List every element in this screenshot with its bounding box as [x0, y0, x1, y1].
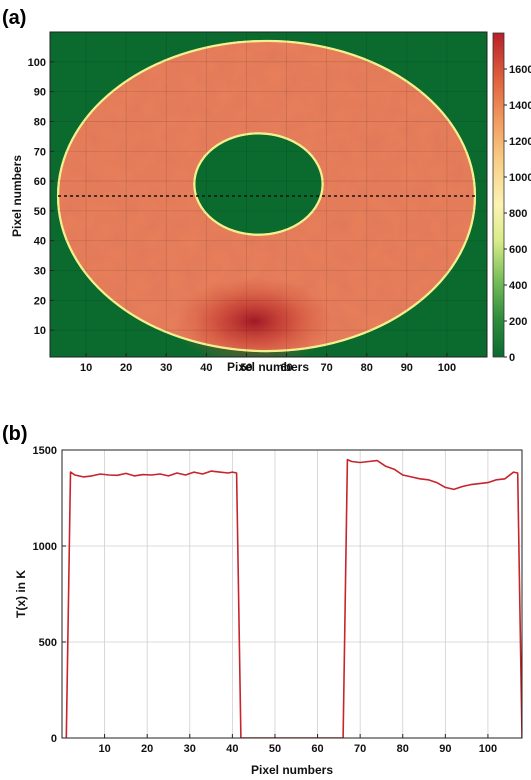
- colorbar-tick-label: 400: [509, 280, 527, 292]
- colorbar-tick-label: 600: [509, 244, 527, 256]
- heatmap-hot-spot: [174, 276, 335, 357]
- heatmap-x-tick-label: 30: [160, 362, 172, 374]
- heatmap-y-tick-label: 40: [34, 236, 46, 248]
- heatmap-ring-texture: [58, 40, 475, 352]
- line-plot-x-tick-label: 80: [397, 743, 409, 755]
- panel-a-label: (a): [2, 7, 26, 29]
- line-plot-x-tick-label: 60: [311, 743, 323, 755]
- line-plot-y-tick-label: 0: [51, 733, 57, 745]
- heatmap-y-tick-label: 100: [28, 57, 46, 69]
- heatmap-frame: [49, 31, 488, 358]
- heatmap-x-tick-label: 90: [401, 362, 413, 374]
- line-plot-x-tick-label: 50: [269, 743, 281, 755]
- heatmap-x-tick-label: 70: [321, 362, 333, 374]
- line-plot-x-tick-label: 70: [354, 743, 366, 755]
- heatmap-y-tick-label: 50: [34, 206, 46, 218]
- line-plot-area: [62, 450, 522, 738]
- heatmap-x-tick-label: 50: [240, 362, 252, 374]
- line-plot-x-ticks: 10 20 30 40 50 60 70 80 90 100: [98, 734, 497, 755]
- series-line: [65, 458, 522, 738]
- line-plot-y-tick-label: 1500: [33, 445, 57, 457]
- line-plot-x-tick-label: 20: [141, 743, 153, 755]
- line-plot-x-tick-label: 10: [98, 743, 110, 755]
- heatmap-gridlines: [50, 32, 487, 357]
- heatmap-y-tick-label: 30: [34, 266, 46, 278]
- heatmap-x-ticks: 10 20 30 40 50 60 70 80 90 100: [80, 353, 456, 374]
- heatmap-x-tick-label: 80: [361, 362, 373, 374]
- heatmap-y-axis-title: Pixel numbers: [10, 155, 24, 237]
- line-plot-x-tick-label: 40: [226, 743, 238, 755]
- line-plot-y-axis-title: T(x) in K: [14, 570, 28, 618]
- heatmap-x-tick-label: 20: [120, 362, 132, 374]
- line-plot-y-tick-label: 1000: [33, 541, 57, 553]
- line-plot-x-axis-title: Pixel numbers: [251, 763, 333, 777]
- colorbar-tick-label: 800: [509, 208, 527, 220]
- line-plot-frame: [61, 449, 523, 739]
- line-plot-x-tick-label: 90: [439, 743, 451, 755]
- heatmap-x-tick-label: 100: [438, 362, 456, 374]
- heatmap-y-tick-label: 80: [34, 116, 46, 128]
- line-plot-y-ticks: 0 500 1000 1500: [33, 445, 66, 745]
- line-plot-x-tick-label: 100: [479, 743, 497, 755]
- colorbar-tick-label: 1400: [509, 100, 531, 112]
- panel-b-label: (b): [2, 423, 28, 445]
- colorbar-tick-label: 200: [509, 316, 527, 328]
- heatmap-x-tick-label: 10: [80, 362, 92, 374]
- colorbar-tick-label: 1200: [509, 136, 531, 148]
- line-plot-y-tick-label: 500: [39, 637, 57, 649]
- line-plot-x-tick-label: 30: [184, 743, 196, 755]
- heatmap-x-tick-label: 60: [280, 362, 292, 374]
- heatmap-y-tick-label: 90: [34, 87, 46, 99]
- heatmap-x-axis-title: Pixel numbers: [227, 360, 309, 374]
- colorbar-ticks: 0 200 400 600 800 1000 1200 1400 1600: [504, 64, 531, 364]
- colorbar: [492, 32, 505, 358]
- heatmap-y-ticks: 10 20 30 40 50 60 70 80 90 100: [28, 57, 54, 337]
- heatmap-y-tick-label: 10: [34, 325, 46, 337]
- heatmap-y-tick-label: 60: [34, 176, 46, 188]
- heatmap-x-tick-label: 40: [200, 362, 212, 374]
- colorbar-tick-label: 1000: [509, 172, 531, 184]
- colorbar-tick-label: 0: [509, 352, 515, 364]
- colorbar-tick-label: 1600: [509, 64, 531, 76]
- heatmap-plot: [50, 32, 487, 357]
- heatmap-y-tick-label: 20: [34, 295, 46, 307]
- heatmap-y-tick-label: 70: [34, 146, 46, 158]
